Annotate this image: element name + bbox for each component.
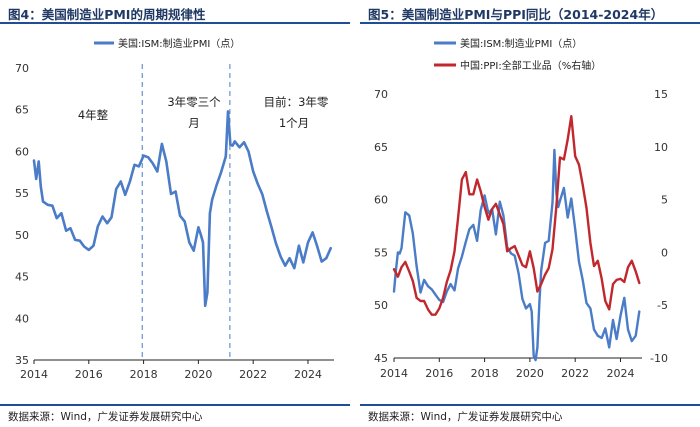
y2-tick-label: -10 [650,352,668,365]
right-figure-title: 图5：美国制造业PMI与PPI同比（2014-2024年） [368,7,664,22]
x-tick-label: 2022 [561,367,589,380]
x-tick-label: 2022 [239,368,267,381]
y-tick-label: 45 [15,271,29,284]
annotation-current-line2: 1个月 [279,116,309,130]
x-tick-label: 2016 [75,368,103,381]
y-tick-label: 55 [374,246,388,259]
y2-tick-label: -5 [657,299,668,312]
y-tick-label: 60 [374,194,388,207]
ism-pmi-series-line [32,110,333,308]
y-tick-label: 55 [15,187,29,200]
x-tick-label: 2018 [130,368,158,381]
right-title-rule [360,22,700,24]
y-tick-label: 35 [15,354,29,367]
annotation-cycle-1: 4年整 [78,108,109,122]
legend-label-ppi: 中国:PPI:全部工业品（%右轴） [460,59,601,72]
y-tick-label: 45 [374,352,388,365]
annotation-cycle-2-line2: 月 [188,116,200,130]
y2-tick-label: 10 [654,141,668,154]
left-title-rule [0,22,350,24]
y2-tick-label: 5 [661,194,668,207]
left-source-note: 数据来源：Wind，广发证券发展研究中心 [8,411,203,423]
x-tick-label: 2024 [294,368,322,381]
annotation-current-line1: 目前：3年零 [264,95,329,109]
left-chart: 35 40 45 50 55 60 65 70 2014 2016 2018 2020 2022 2024… [15,37,334,381]
x-tick-label: 2014 [20,368,48,381]
y-tick-label: 65 [15,104,29,117]
legend-label-ism: 美国:ISM:制造业PMI（点） [118,37,240,50]
x-tick-label: 2020 [516,367,544,380]
legend-label-ism: 美国:ISM:制造业PMI（点） [460,37,582,50]
annotation-cycle-2-line1: 3年零三个 [167,95,221,109]
x-tick-label: 2020 [184,368,212,381]
y-tick-label: 50 [374,299,388,312]
x-tick-label: 2014 [380,367,408,380]
y-tick-label: 70 [15,62,29,75]
y-tick-label: 40 [15,312,29,325]
right-source-rule [360,404,700,406]
left-panel: 图4：美国制造业PMI的周期规律性 35 40 45 50 55 60 65 70 2014 20… [0,7,350,423]
china-ppi-series-line [392,114,641,316]
ism-pmi-series-line [392,148,641,362]
left-source-rule [0,404,350,406]
right-source-note: 数据来源：Wind，广发证券发展研究中心 [368,411,563,423]
right-panel: 图5：美国制造业PMI与PPI同比（2014-2024年） 45 50 55 60 65… [360,0,700,427]
y-tick-label: 65 [374,141,388,154]
x-tick-label: 2016 [425,367,453,380]
x-tick-label: 2024 [606,367,634,380]
y2-tick-label: 0 [661,246,668,259]
y-tick-label: 60 [15,145,29,158]
x-tick-label: 2018 [471,367,499,380]
right-chart: 45 50 55 60 65 70 -10 -5 0 5 10 15 2014 2016 2018 2020 2… [374,37,668,380]
y2-tick-label: 15 [654,88,668,101]
y-tick-label: 50 [15,229,29,242]
y-tick-label: 70 [374,88,388,101]
left-figure-title: 图4：美国制造业PMI的周期规律性 [8,7,206,22]
